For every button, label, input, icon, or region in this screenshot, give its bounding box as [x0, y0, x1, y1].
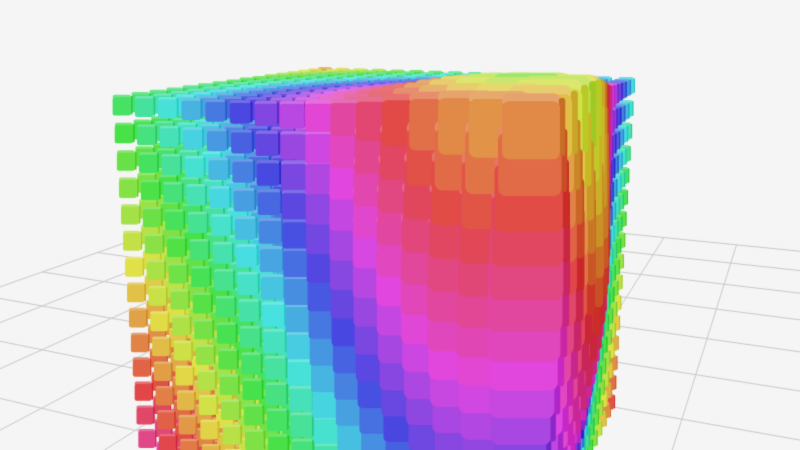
- render-root: [0, 0, 800, 450]
- webgl-viewport-canvas[interactable]: [0, 0, 800, 450]
